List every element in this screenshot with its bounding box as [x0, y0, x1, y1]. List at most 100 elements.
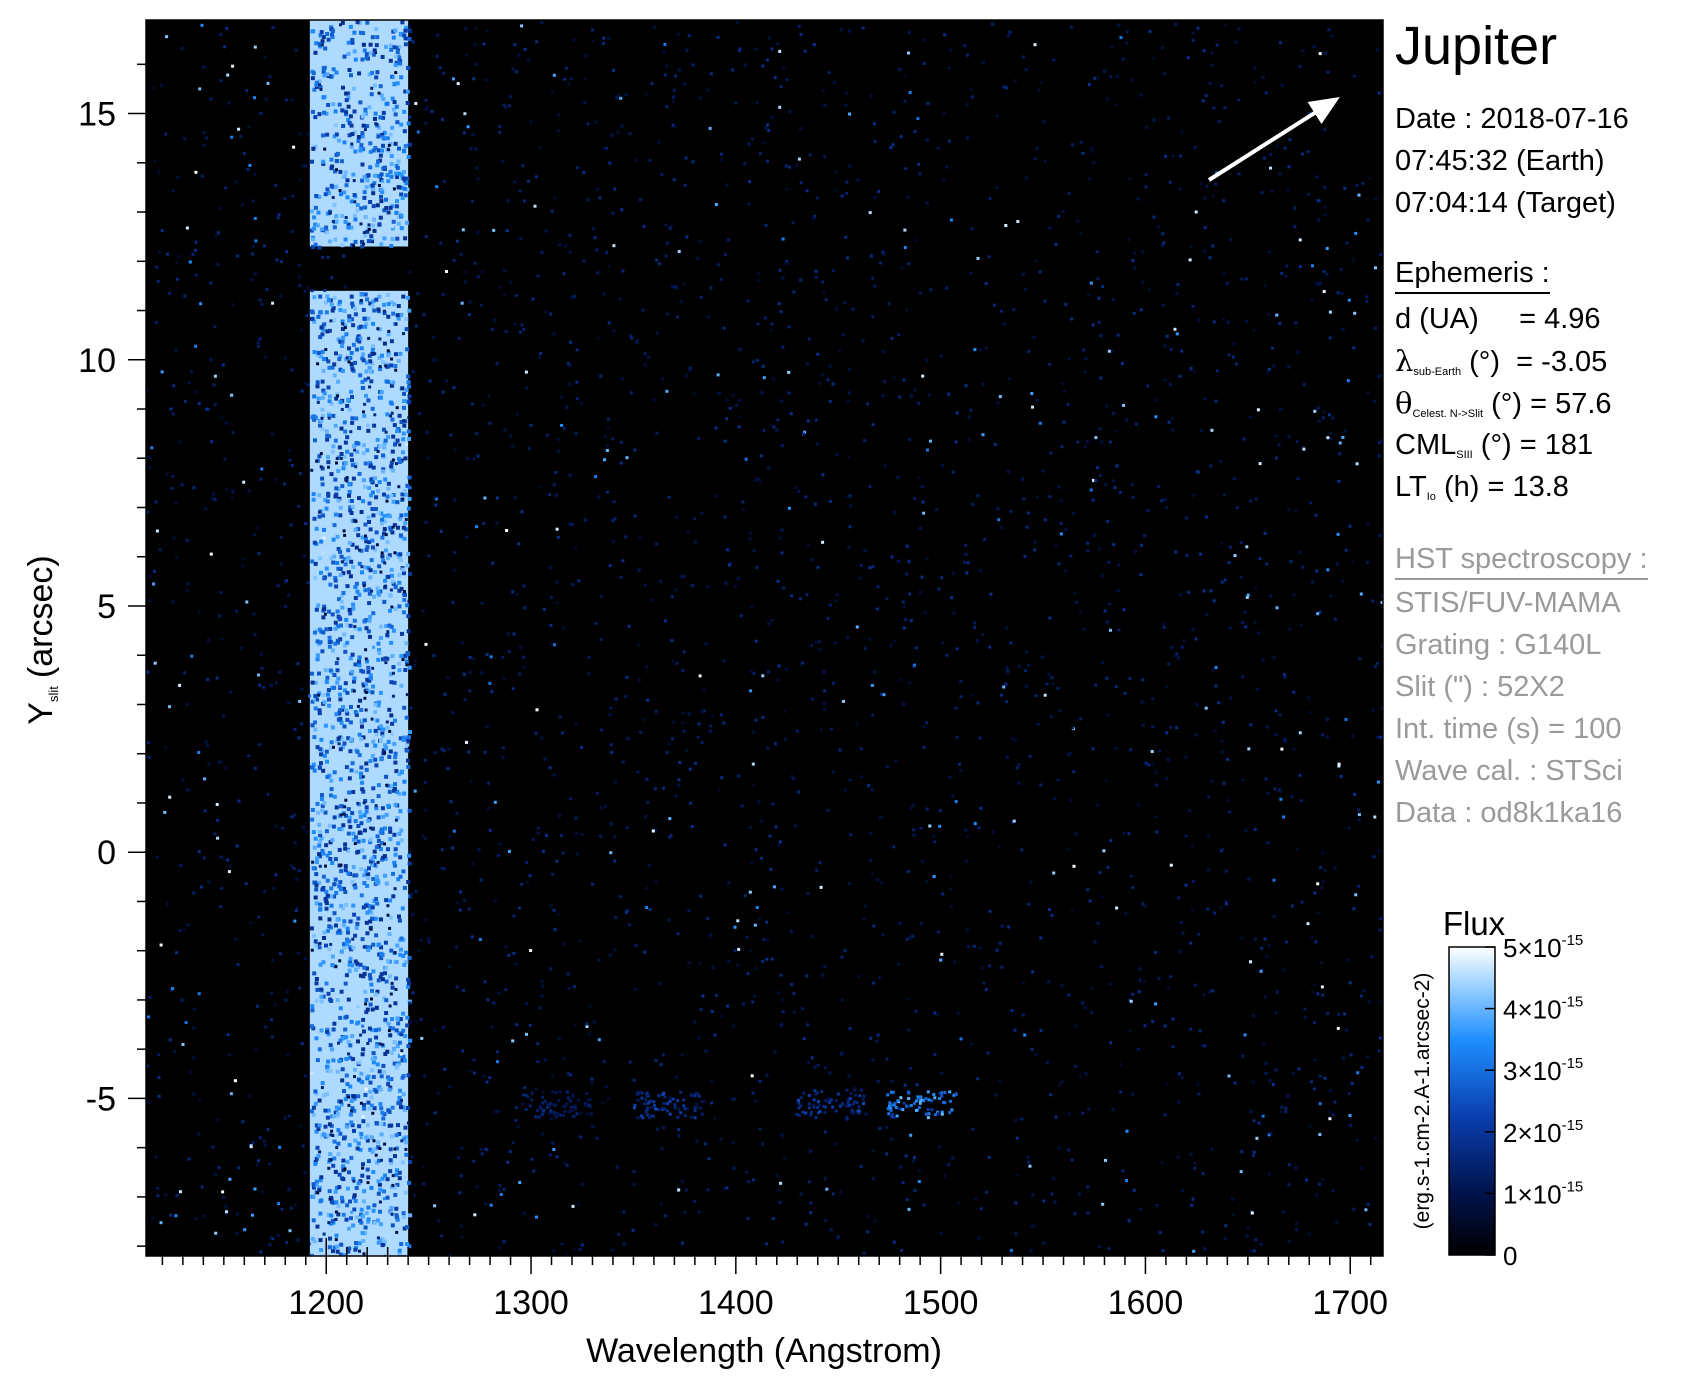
noise-pixel [1161, 622, 1165, 626]
band-pixel [359, 775, 363, 780]
band-pixel [352, 30, 357, 35]
noise-pixel [665, 312, 669, 316]
noise-pixel [1299, 623, 1303, 627]
noise-pixel [187, 381, 191, 385]
noise-pixel [645, 906, 649, 909]
noise-pixel [206, 407, 210, 411]
blob-pixel-3 [933, 1096, 937, 1100]
blob-pixel-1 [645, 1091, 649, 1095]
noise-pixel [695, 1139, 699, 1143]
noise-pixel [638, 198, 642, 202]
band-pixel [324, 225, 329, 230]
band-pixel [379, 194, 383, 199]
noise-pixel [153, 661, 157, 665]
noise-pixel [1045, 682, 1049, 686]
band-pixel [363, 205, 368, 210]
noise-pixel [873, 670, 877, 674]
blob-pixel-2 [830, 1098, 833, 1102]
band-pixel [347, 346, 351, 351]
band-pixel [361, 905, 366, 910]
noise-pixel [1188, 258, 1192, 262]
noise-pixel [572, 1247, 576, 1251]
noise-pixel [594, 475, 598, 479]
noise-pixel [575, 380, 579, 384]
blob-pixel-1 [632, 1106, 636, 1110]
band-pixel [405, 1242, 409, 1246]
noise-pixel [892, 376, 896, 379]
noise-pixel [1073, 1212, 1077, 1216]
noise-pixel [378, 1042, 382, 1046]
band-pixel [341, 823, 346, 828]
band-pixel [403, 521, 408, 526]
band-pixel [341, 1212, 346, 1217]
band-pixel [396, 221, 401, 226]
band-pixel [320, 803, 325, 808]
noise-pixel [905, 572, 909, 576]
band-pixel [368, 165, 373, 170]
noise-pixel [997, 518, 1001, 522]
noise-pixel [719, 152, 723, 156]
noise-pixel [432, 335, 435, 339]
noise-pixel [787, 370, 791, 374]
noise-pixel [873, 1219, 877, 1223]
noise-pixel [1328, 336, 1332, 340]
band-pixel [373, 146, 378, 150]
noise-pixel [823, 1066, 827, 1070]
noise-pixel [609, 822, 613, 826]
band-pixel [359, 771, 363, 776]
noise-pixel [859, 747, 863, 751]
band-pixel [367, 866, 371, 871]
band-pixel [336, 547, 341, 551]
noise-pixel [447, 834, 451, 838]
band-pixel [356, 441, 361, 446]
blob-pixel-2 [856, 1109, 860, 1113]
band-pixel [311, 830, 316, 835]
noise-pixel [414, 889, 418, 893]
noise-pixel [1053, 797, 1057, 801]
noise-pixel [388, 729, 392, 733]
noise-pixel [1214, 666, 1218, 669]
noise-pixel [1279, 797, 1283, 801]
noise-pixel [1217, 701, 1221, 705]
blob-pixel-3 [950, 1108, 954, 1112]
band-pixel [315, 745, 320, 750]
blob-pixel-2 [802, 1091, 805, 1095]
blob-pixel-3 [891, 1090, 895, 1094]
band-pixel [360, 244, 365, 249]
noise-pixel [1320, 886, 1324, 890]
noise-pixel [947, 392, 951, 396]
noise-pixel [925, 880, 929, 883]
noise-pixel [194, 248, 198, 252]
band-pixel [375, 70, 380, 75]
band-pixel [376, 838, 381, 843]
blob-pixel-1 [654, 1107, 657, 1111]
band-pixel [378, 444, 383, 448]
noise-pixel [1298, 265, 1302, 269]
noise-pixel [572, 985, 576, 989]
band-pixel [326, 991, 331, 996]
noise-pixel [550, 596, 553, 599]
noise-pixel [451, 600, 455, 604]
noise-pixel [345, 356, 349, 360]
noise-pixel [269, 684, 273, 688]
noise-pixel [1176, 656, 1180, 660]
band-pixel [402, 149, 407, 154]
band-pixel [322, 527, 326, 532]
band-pixel [355, 203, 360, 208]
noise-pixel [371, 1111, 375, 1115]
band-pixel [318, 839, 323, 844]
noise-pixel [1243, 611, 1247, 614]
noise-pixel [1307, 696, 1311, 700]
band-pixel [331, 1114, 336, 1118]
band-pixel [353, 149, 358, 154]
noise-pixel [964, 544, 968, 547]
noise-pixel [643, 950, 647, 954]
band-pixel [343, 1027, 348, 1032]
band-pixel [378, 636, 383, 641]
band-pixel [341, 1168, 346, 1173]
band-pixel [328, 840, 333, 845]
blob-pixel-0 [567, 1110, 571, 1114]
noise-pixel [337, 1041, 340, 1045]
noise-pixel [876, 878, 880, 882]
noise-pixel [914, 646, 918, 650]
